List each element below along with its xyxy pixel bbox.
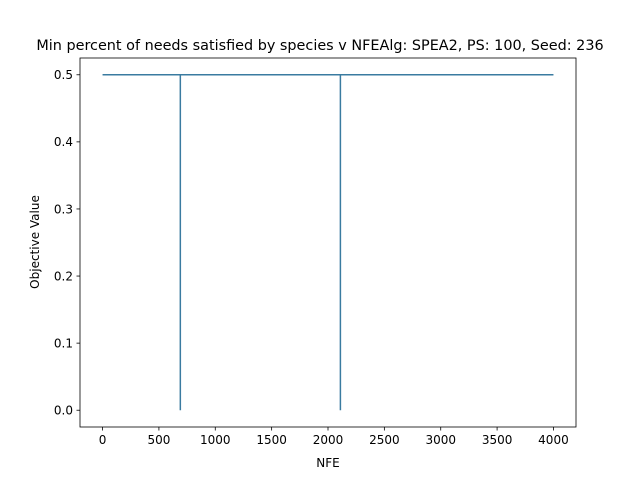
- x-axis-label: NFE: [316, 456, 339, 470]
- x-tick-label: 1500: [256, 433, 287, 447]
- axes-background: [80, 58, 576, 427]
- y-tick-label: 0.2: [54, 269, 73, 283]
- x-tick-label: 2000: [313, 433, 344, 447]
- x-tick-label: 4000: [538, 433, 569, 447]
- y-tick-label: 0.5: [54, 68, 73, 82]
- x-tick-label: 3500: [482, 433, 513, 447]
- y-tick-label: 0.4: [54, 135, 73, 149]
- x-tick-label: 3000: [425, 433, 456, 447]
- y-tick-label: 0.1: [54, 336, 73, 350]
- x-tick-label: 500: [147, 433, 170, 447]
- x-tick-label: 1000: [200, 433, 231, 447]
- y-axis: 0.0 0.1 0.2 0.3 0.4 0.5: [54, 68, 80, 418]
- x-axis: 0 500 1000 1500 2000 2500 3000 3500 4000: [99, 427, 569, 447]
- y-tick-label: 0.3: [54, 202, 73, 216]
- plot-area: [79, 57, 577, 428]
- y-axis-label: Objective Value: [28, 195, 42, 289]
- chart-title: Min percent of needs satisfied by specie…: [36, 38, 603, 54]
- x-tick-label: 0: [99, 433, 107, 447]
- y-tick-label: 0.0: [54, 404, 73, 418]
- series-line-0: [102, 74, 554, 411]
- x-tick-label: 2500: [369, 433, 400, 447]
